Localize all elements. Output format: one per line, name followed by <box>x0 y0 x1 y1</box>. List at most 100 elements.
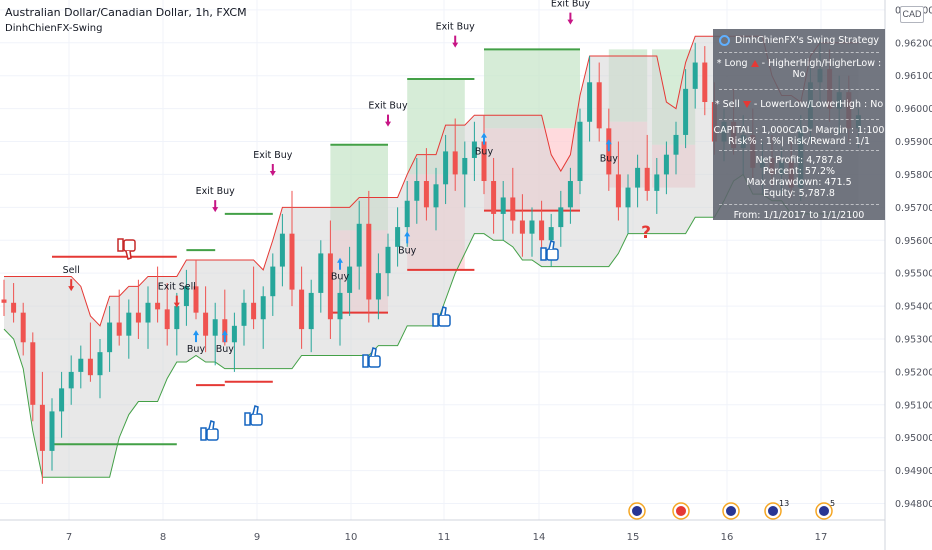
time-tick-label: 16 <box>721 532 734 543</box>
max-drawdown: Max drawdown: 471.5 <box>746 177 852 188</box>
time-tick-label: 9 <box>254 532 260 543</box>
candle-body <box>308 292 314 330</box>
candle-body <box>68 371 74 389</box>
thumb-finger <box>125 250 132 260</box>
currency-badge[interactable]: CAD <box>900 6 924 23</box>
candle-body <box>279 233 285 267</box>
panel-divider <box>719 119 879 120</box>
time-tick-label: 7 <box>66 532 72 543</box>
price-tick-label: 0.95600 <box>895 236 932 247</box>
price-tick-label: 0.96200 <box>895 38 932 49</box>
event-icon[interactable] <box>628 502 646 520</box>
arrow-down-icon <box>385 114 391 127</box>
panel-divider <box>719 150 879 151</box>
event-icon[interactable]: 5 <box>815 499 835 520</box>
signal-label: Buy <box>187 344 206 355</box>
candle-body <box>433 184 439 208</box>
risk-line: Risk% : 1%| Risk/Reward : 1/1 <box>727 136 871 147</box>
candle-body <box>558 207 564 228</box>
price-tick-label: 0.95500 <box>895 269 932 280</box>
symbol-title: Australian Dollar/Canadian Dollar, 1h, F… <box>5 6 247 19</box>
candle-body <box>529 220 535 234</box>
candle-body <box>423 181 429 208</box>
sell-prefix: * Sell <box>714 99 740 110</box>
price-tick-label: 0.94800 <box>895 499 932 510</box>
price-tick-label: 0.95000 <box>895 433 932 444</box>
candle-body <box>145 302 151 323</box>
candle-body <box>78 358 84 372</box>
candle-body <box>164 309 170 330</box>
price-tick-label: 0.95200 <box>895 367 932 378</box>
candle-body <box>702 62 708 103</box>
signal-label: Exit Buy <box>436 22 476 33</box>
candle-body <box>404 200 410 228</box>
long-prefix: * Long <box>716 58 748 69</box>
triangle-up-icon <box>750 60 759 67</box>
time-tick-label: 10 <box>345 532 358 543</box>
thumb-hand <box>546 248 559 261</box>
candle-body <box>673 134 679 155</box>
candle-body <box>183 286 189 307</box>
event-icon[interactable] <box>722 502 740 520</box>
candle-body <box>577 121 583 182</box>
signal-label: Sell <box>63 265 80 276</box>
arrow-up-icon <box>221 330 228 343</box>
candle-body <box>270 266 276 297</box>
percent: Percent: 57.2% <box>762 166 836 177</box>
arrow-down-icon <box>212 200 219 213</box>
thumb-hand <box>438 314 451 327</box>
capital-line: CAPITAL : 1,000CAD- Margin : 1:100 <box>713 125 885 136</box>
thumb-cuff <box>200 427 207 441</box>
price-tick-label: 0.95400 <box>895 302 932 313</box>
arrow-down-icon <box>567 12 574 25</box>
time-tick-label: 11 <box>438 532 451 543</box>
candle-body <box>347 266 353 293</box>
signal-label: Buy <box>398 245 417 256</box>
candle-body <box>385 246 391 274</box>
indicator-name[interactable]: DinhChienFX-Swing <box>5 23 103 34</box>
candle-body <box>30 342 36 405</box>
signal-label: Buy <box>600 153 619 164</box>
arrow-down-icon <box>68 279 75 292</box>
arrow-down-icon <box>452 35 459 48</box>
candle-body <box>596 82 602 129</box>
event-flag <box>632 506 642 516</box>
thumb-finger <box>252 405 259 415</box>
price-tick-label: 0.94900 <box>895 466 932 477</box>
candle-body <box>644 167 650 191</box>
event-icon[interactable] <box>672 502 690 520</box>
signal-label: Exit Buy <box>196 186 236 197</box>
price-axis[interactable]: 0.963000.962000.961000.960000.959000.958… <box>884 0 932 550</box>
time-axis[interactable]: 7 8 9 10 11 14 15 16 17 <box>0 519 885 543</box>
thumb-cuff <box>117 238 124 252</box>
candle-body <box>174 306 180 330</box>
price-tick-label: 0.95300 <box>895 334 932 345</box>
magnifier-icon <box>719 35 731 46</box>
candle-body <box>663 154 669 175</box>
candle-body <box>135 312 141 323</box>
candle-body <box>375 273 381 300</box>
arrow-up-icon <box>481 132 487 145</box>
thumb-finger <box>370 347 377 357</box>
thumb-cuff <box>540 247 547 261</box>
equity: Equity: 5,787.8 <box>763 188 835 199</box>
price-tick-label: 0.95800 <box>895 170 932 181</box>
thumb-hand <box>250 413 263 426</box>
triangle-down-icon <box>742 101 751 108</box>
candle-body <box>231 325 237 343</box>
candle-body <box>193 286 199 313</box>
signal-label: Buy <box>475 147 494 158</box>
candle-body <box>251 302 257 320</box>
chart-annotations: Sell Exit Sell Buy Buy Exit Buy Exit Buy Buy Bu… <box>63 0 651 441</box>
economic-events[interactable]: 13 5 <box>628 499 835 520</box>
arrow-down-icon <box>269 163 276 176</box>
arrow-up-icon <box>337 257 343 270</box>
time-tick-label: 8 <box>160 532 166 543</box>
candle-body <box>20 312 26 343</box>
price-tick-label: 0.96100 <box>895 71 932 82</box>
candle-body <box>500 197 506 214</box>
candle-body <box>510 197 516 221</box>
candle-body <box>260 296 266 320</box>
event-flag <box>768 506 778 516</box>
event-icon[interactable]: 13 <box>764 499 789 520</box>
